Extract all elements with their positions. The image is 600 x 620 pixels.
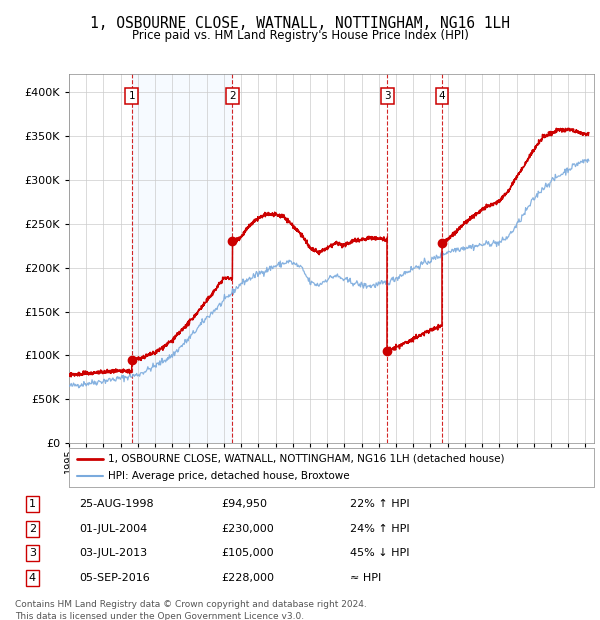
Text: 2: 2 [29,524,36,534]
Text: £105,000: £105,000 [221,548,274,558]
Text: 1, OSBOURNE CLOSE, WATNALL, NOTTINGHAM, NG16 1LH: 1, OSBOURNE CLOSE, WATNALL, NOTTINGHAM, … [90,16,510,31]
Text: 03-JUL-2013: 03-JUL-2013 [79,548,147,558]
Text: 24% ↑ HPI: 24% ↑ HPI [350,524,409,534]
Text: £228,000: £228,000 [221,573,275,583]
Text: 3: 3 [384,91,391,101]
Text: 3: 3 [29,548,36,558]
Text: 1, OSBOURNE CLOSE, WATNALL, NOTTINGHAM, NG16 1LH (detached house): 1, OSBOURNE CLOSE, WATNALL, NOTTINGHAM, … [109,454,505,464]
Text: 1: 1 [29,499,36,509]
Text: Price paid vs. HM Land Registry's House Price Index (HPI): Price paid vs. HM Land Registry's House … [131,29,469,42]
Bar [132,74,232,443]
Text: £230,000: £230,000 [221,524,274,534]
Text: 1: 1 [128,91,135,101]
Text: HPI: Average price, detached house, Broxtowe: HPI: Average price, detached house, Brox… [109,471,350,481]
Text: 45% ↓ HPI: 45% ↓ HPI [350,548,409,558]
Text: 25-AUG-1998: 25-AUG-1998 [79,499,154,509]
Text: ≈ HPI: ≈ HPI [350,573,381,583]
Text: 2: 2 [229,91,236,101]
Text: Contains HM Land Registry data © Crown copyright and database right 2024.
This d: Contains HM Land Registry data © Crown c… [15,600,367,620]
Text: 22% ↑ HPI: 22% ↑ HPI [350,499,409,509]
Text: 05-SEP-2016: 05-SEP-2016 [79,573,149,583]
Text: 4: 4 [439,91,445,101]
Text: £94,950: £94,950 [221,499,268,509]
Text: 4: 4 [29,573,36,583]
Text: 01-JUL-2004: 01-JUL-2004 [79,524,147,534]
